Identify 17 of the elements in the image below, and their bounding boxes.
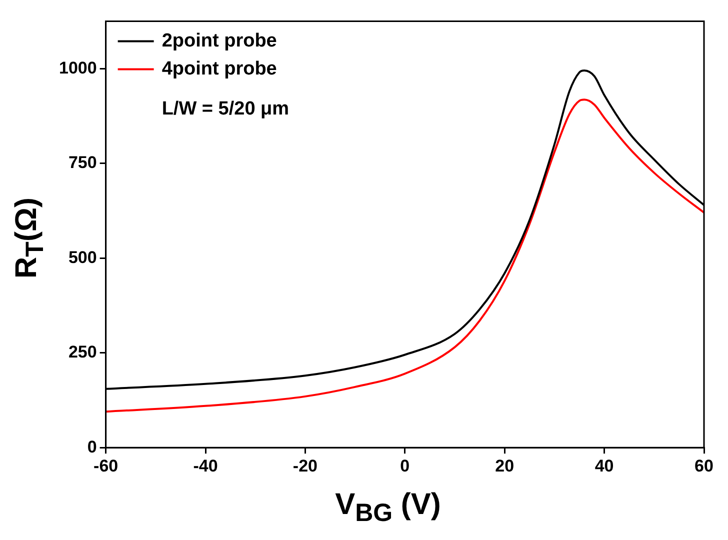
x-axis-title: V$_{BG}$ (V) xyxy=(335,488,441,528)
y-tick-label: 250 xyxy=(68,342,97,362)
y-tick-label: 1000 xyxy=(58,58,97,78)
legend-label: 4point probe xyxy=(162,58,277,80)
y-tick-label: 750 xyxy=(68,153,97,172)
line-series xyxy=(106,98,704,413)
x-tick-label: 20 xyxy=(495,456,514,476)
y-tick-label: 0 xyxy=(87,437,97,456)
x-tick-label: 40 xyxy=(594,456,614,476)
y-tick-label: 500 xyxy=(68,248,97,267)
x-tick-label: -40 xyxy=(193,456,218,476)
annotation: L/W = 5/20 μm xyxy=(162,98,290,120)
x-tick-label: 60 xyxy=(694,456,714,476)
x-tick-label: 0 xyxy=(400,456,410,476)
x-tick-label: -20 xyxy=(292,456,318,476)
legend-label: 2point probe xyxy=(162,30,277,52)
x-tick-label: -60 xyxy=(94,456,118,476)
